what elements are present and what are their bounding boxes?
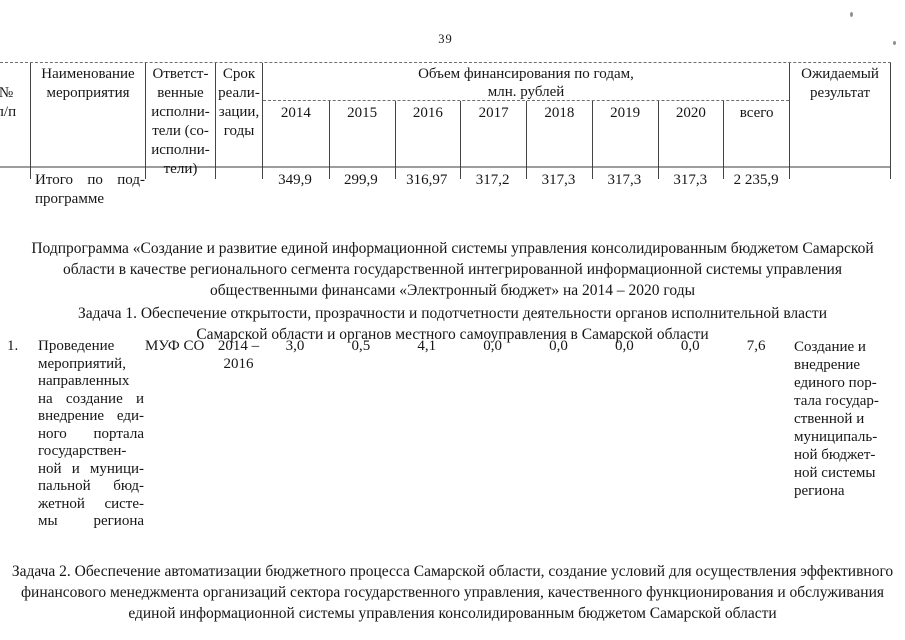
row1-expected-result: Создание и внедрение единого пор- тала г… <box>794 339 879 499</box>
column-header-2016: 2016 <box>394 101 461 179</box>
spacer <box>0 171 30 209</box>
row1-2015: 0,5 <box>351 338 371 354</box>
total-2015: 299,9 <box>343 172 378 188</box>
row1-2018: 0,0 <box>549 338 568 354</box>
total-2019: 317,3 <box>607 172 642 188</box>
column-header-2017: 2017 <box>460 101 526 179</box>
table-header: № п/п Наименование мероприятия Ответст- … <box>0 62 891 179</box>
column-header-total: всего <box>723 101 789 179</box>
total-2016: 316,97 <box>406 172 448 188</box>
page-number: 39 <box>438 32 453 46</box>
column-header-num: № п/п <box>0 63 30 179</box>
column-header-term: Срок реали- зации, годы <box>215 63 262 179</box>
column-header-2018: 2018 <box>526 101 592 179</box>
column-header-2019: 2019 <box>591 101 658 179</box>
total-2014: 349,9 <box>278 172 312 188</box>
column-header-2020: 2020 <box>657 101 724 179</box>
funding-group-label: Объем финансирования по годам, млн. рубл… <box>418 66 634 100</box>
row1-2019: 0,0 <box>614 338 634 354</box>
column-header-name: Наименование мероприятия <box>30 63 145 179</box>
row1-all-years: 7,6 <box>746 338 766 354</box>
column-header-2015: 2015 <box>328 101 395 179</box>
column-header-num-label: № п/п <box>0 85 17 120</box>
row1-2020: 0,0 <box>680 338 700 354</box>
scan-speck <box>893 41 896 45</box>
subprogram-title: Подпрограмма «Создание и развитие единой… <box>31 239 874 299</box>
spacer <box>215 171 262 209</box>
row1-term: 2014 – 2016 <box>217 338 260 372</box>
total-row-label: Итого по под- программе <box>35 172 145 207</box>
total-2020: 317,3 <box>673 172 708 188</box>
spacer <box>789 171 891 209</box>
row1-2016: 4,1 <box>417 338 437 354</box>
total-2017: 317,2 <box>475 172 510 188</box>
row1-2017: 0,0 <box>483 338 502 354</box>
total-all-years: 2 235,9 <box>733 172 779 188</box>
scan-speck <box>850 12 853 17</box>
column-header-result: Ожидаемый результат <box>789 63 891 179</box>
total-2018: 317,3 <box>541 172 576 188</box>
row1-2014: 3,0 <box>285 338 305 354</box>
task2-heading: Задача 2. Обеспечение автоматизации бюдж… <box>11 562 894 622</box>
row1-measure-name: Проведение мероприятий, направленных на … <box>38 338 144 529</box>
task1-heading: Задача 1. Обеспечение открытости, прозра… <box>77 304 827 343</box>
spacer <box>145 171 215 209</box>
year-subheaders: 2014 2015 2016 2017 2018 2019 2020 всего <box>263 100 789 179</box>
column-group-funding: Объем финансирования по годам, млн. рубл… <box>262 63 789 179</box>
row1-number: 1. <box>7 338 19 354</box>
table-row-subprogram-total: Итого по под- программе 349,9 299,9 316,… <box>0 171 891 209</box>
row1-executor: МУФ СО <box>145 338 205 354</box>
column-header-2014: 2014 <box>280 105 311 121</box>
table-row-measure-1: 1. Проведение мероприятий, направленных … <box>0 338 891 531</box>
column-header-executors: Ответст- венные исполни- тели (со- испол… <box>145 63 215 179</box>
